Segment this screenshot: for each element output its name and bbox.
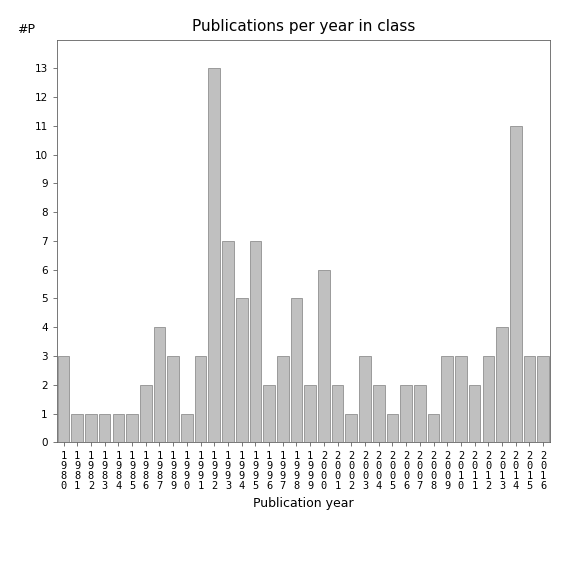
Bar [194, 356, 206, 442]
Bar [263, 385, 275, 442]
Bar [181, 413, 193, 442]
Bar [304, 385, 316, 442]
Bar [387, 413, 398, 442]
Bar [249, 241, 261, 442]
Bar [359, 356, 371, 442]
Bar [85, 413, 97, 442]
Bar [140, 385, 151, 442]
Bar [345, 413, 357, 442]
Bar [236, 298, 248, 442]
Bar [441, 356, 453, 442]
Bar [332, 385, 344, 442]
Bar [414, 385, 426, 442]
Bar [99, 413, 111, 442]
Bar [496, 327, 508, 442]
Bar [167, 356, 179, 442]
Bar [126, 413, 138, 442]
Bar [318, 270, 330, 442]
Title: Publications per year in class: Publications per year in class [192, 19, 415, 35]
Bar [400, 385, 412, 442]
Bar [373, 385, 384, 442]
Bar [469, 385, 480, 442]
X-axis label: Publication year: Publication year [253, 497, 354, 510]
Text: #P: #P [17, 23, 35, 36]
Bar [510, 126, 522, 442]
Bar [483, 356, 494, 442]
Bar [112, 413, 124, 442]
Bar [277, 356, 289, 442]
Bar [209, 69, 220, 442]
Bar [428, 413, 439, 442]
Bar [222, 241, 234, 442]
Bar [291, 298, 302, 442]
Bar [455, 356, 467, 442]
Bar [154, 327, 166, 442]
Bar [538, 356, 549, 442]
Bar [71, 413, 83, 442]
Bar [58, 356, 69, 442]
Bar [523, 356, 535, 442]
